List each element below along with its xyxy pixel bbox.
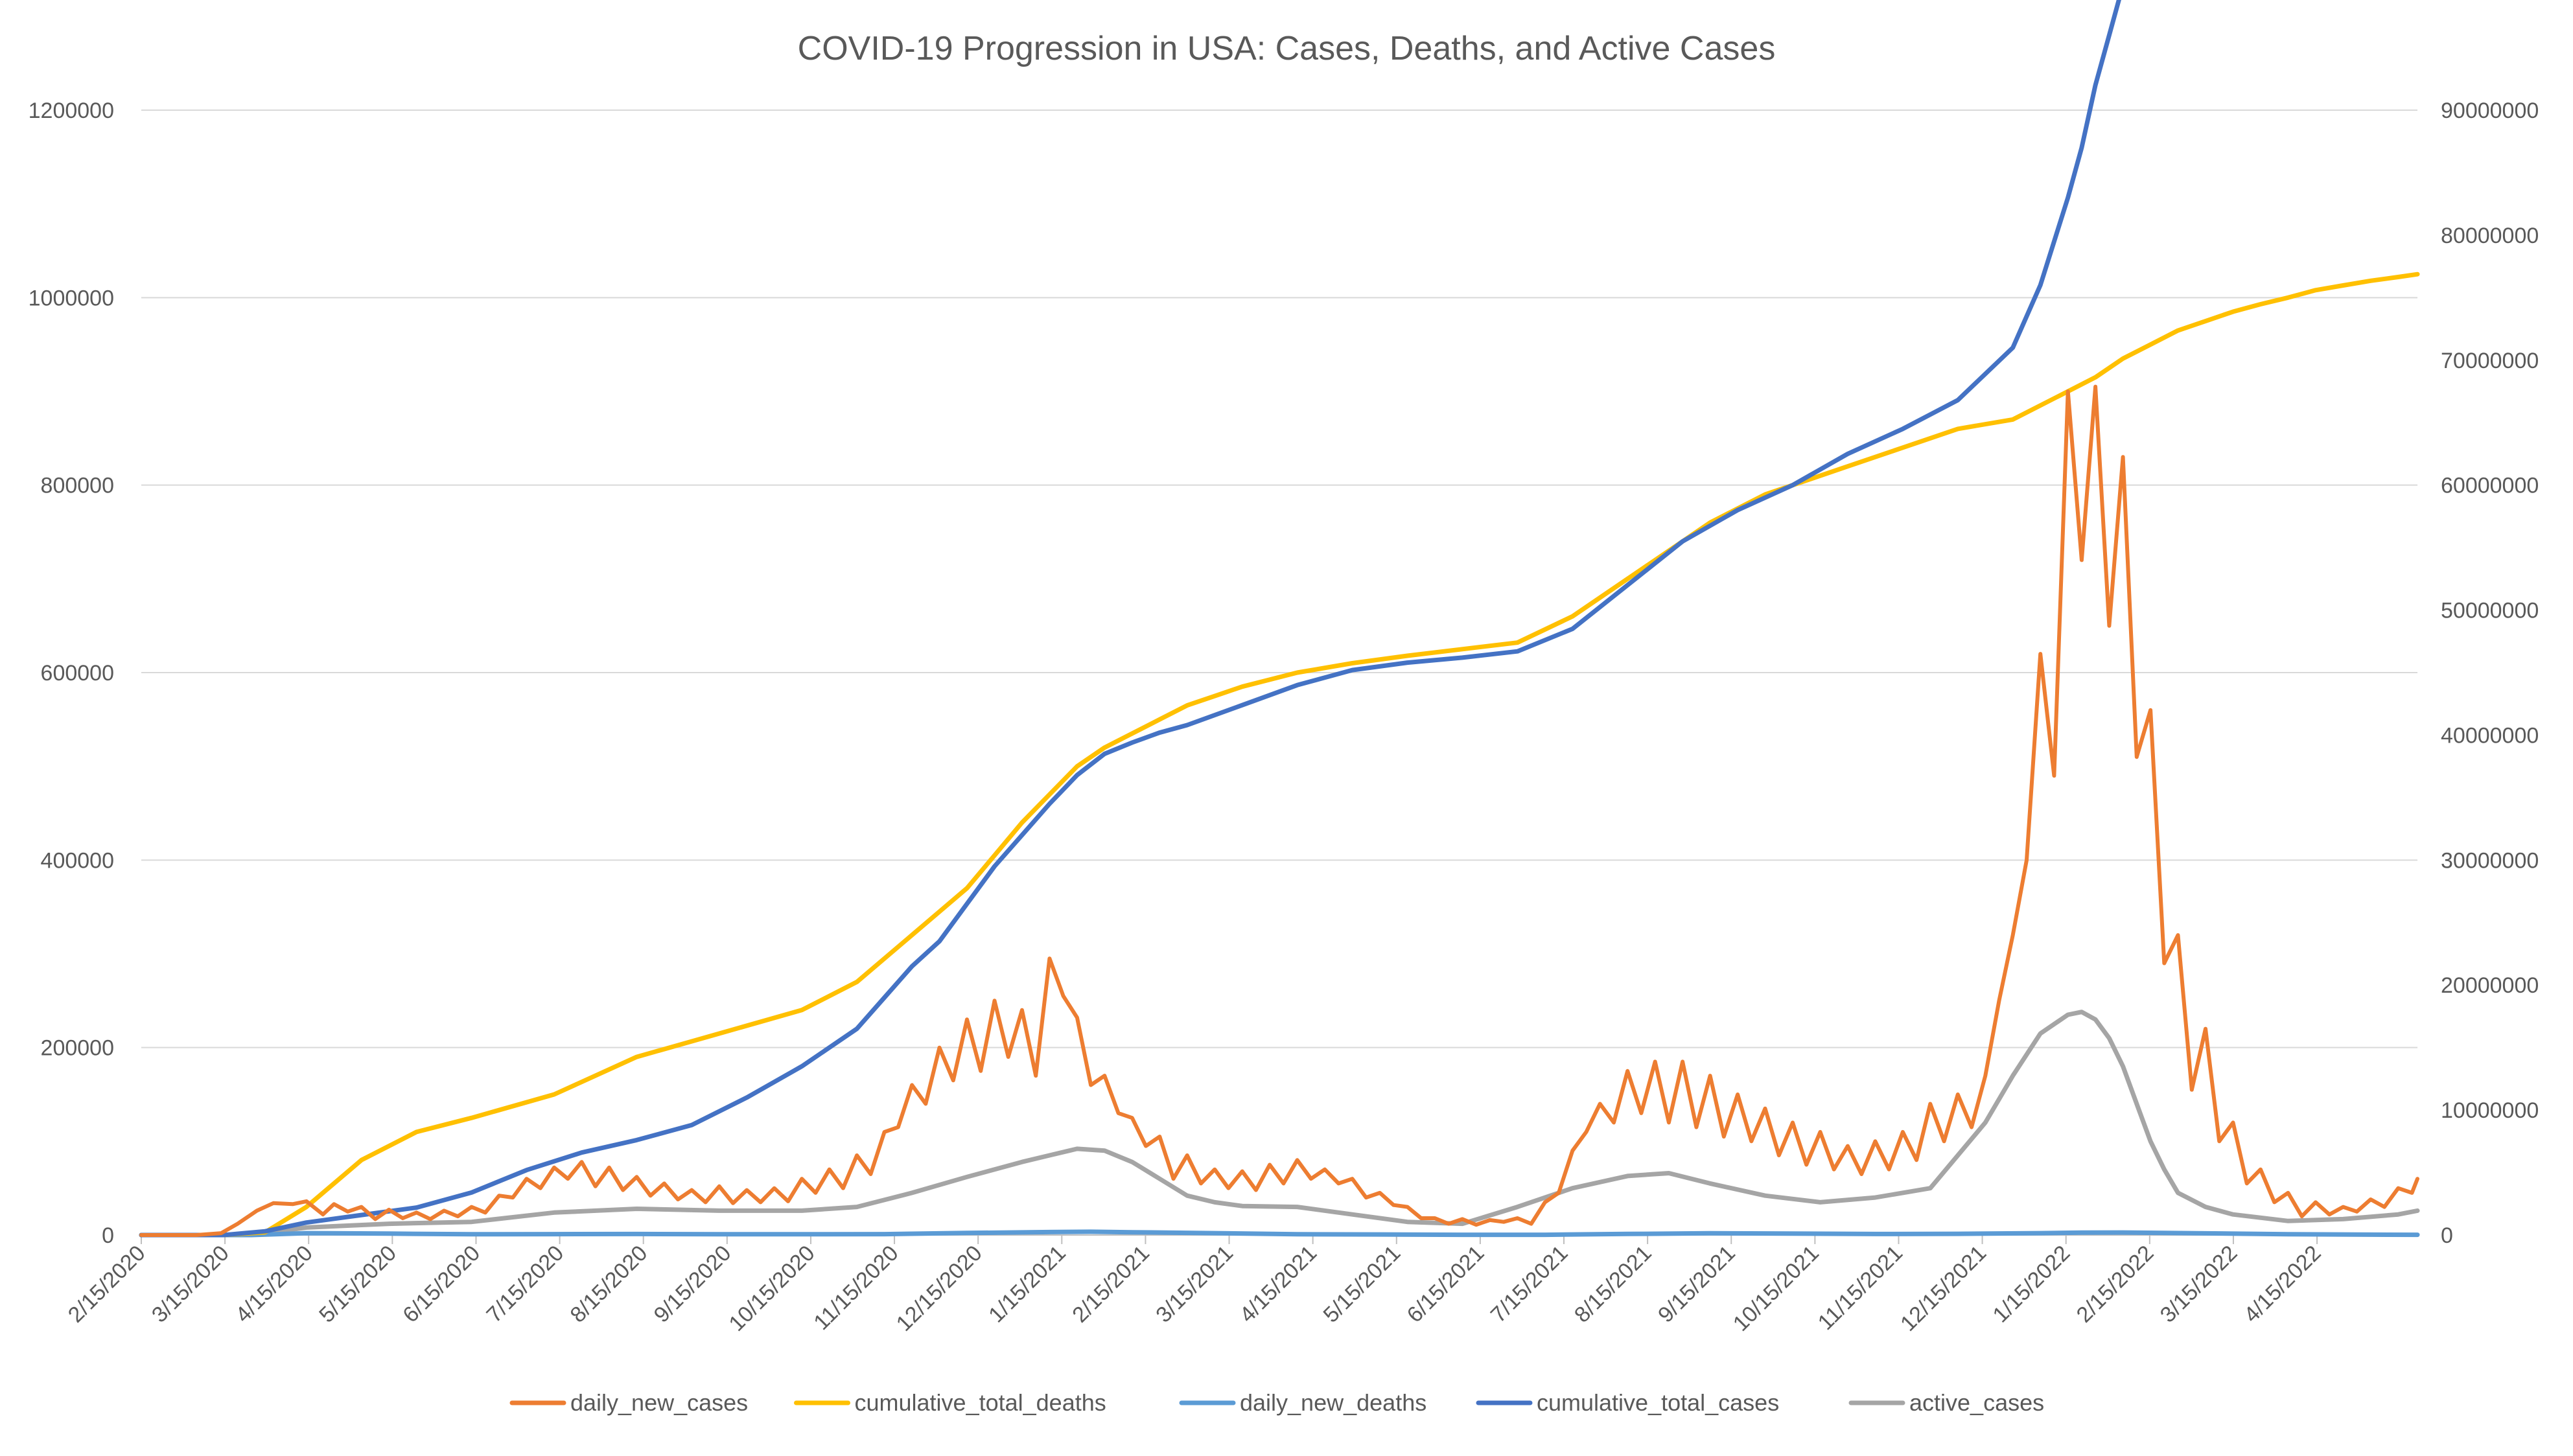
left-tick-label: 0 [102, 1223, 114, 1248]
right-tick-label: 80000000 [2441, 224, 2539, 248]
right-tick-label: 30000000 [2441, 848, 2539, 873]
legend-label-cumulative-total-deaths: cumulative_total_deaths [855, 1389, 1106, 1416]
legend: daily_new_cases cumulative_total_deaths da… [509, 1389, 2044, 1416]
left-tick-label: 800000 [41, 474, 114, 498]
chart-title: COVID-19 Progression in USA: Cases, Deat… [798, 30, 1776, 67]
left-y-axis: 0 200000 400000 600000 800000 1000000 1200000 [29, 98, 114, 1248]
legend-label-daily-new-cases: daily_new_cases [570, 1389, 748, 1416]
right-tick-label: 10000000 [2441, 1098, 2539, 1123]
series-lines [139, 0, 2420, 1238]
right-tick-label: 90000000 [2441, 98, 2539, 123]
series-line-cumulative-total-deaths [139, 272, 2420, 1238]
series-line-active-cases [139, 1010, 2420, 1238]
series-line-daily-new-cases [139, 384, 2419, 1237]
right-tick-label: 0 [2441, 1223, 2453, 1248]
legend-label-daily-new-deaths: daily_new_deaths [1240, 1389, 1426, 1416]
series-line-cumulative-total-cases [139, 0, 2121, 1238]
left-tick-label: 1200000 [29, 98, 114, 123]
right-tick-label: 60000000 [2441, 474, 2539, 498]
left-tick-label: 200000 [41, 1036, 114, 1061]
right-tick-label: 70000000 [2441, 349, 2539, 373]
right-tick-label: 50000000 [2441, 599, 2539, 623]
gridlines [141, 110, 2417, 1236]
series-line-daily-new-deaths [139, 1229, 2420, 1238]
left-tick-label: 1000000 [29, 286, 114, 310]
right-tick-label: 20000000 [2441, 973, 2539, 998]
left-tick-label: 400000 [41, 848, 114, 873]
legend-label-cumulative-total-cases: cumulative_total_cases [1537, 1389, 1779, 1416]
left-tick-label: 600000 [41, 661, 114, 686]
right-y-axis: 0 10000000 20000000 30000000 40000000 5000000… [2441, 98, 2539, 1248]
right-tick-label: 40000000 [2441, 723, 2539, 748]
legend-label-active-cases: active_cases [1909, 1389, 2044, 1416]
